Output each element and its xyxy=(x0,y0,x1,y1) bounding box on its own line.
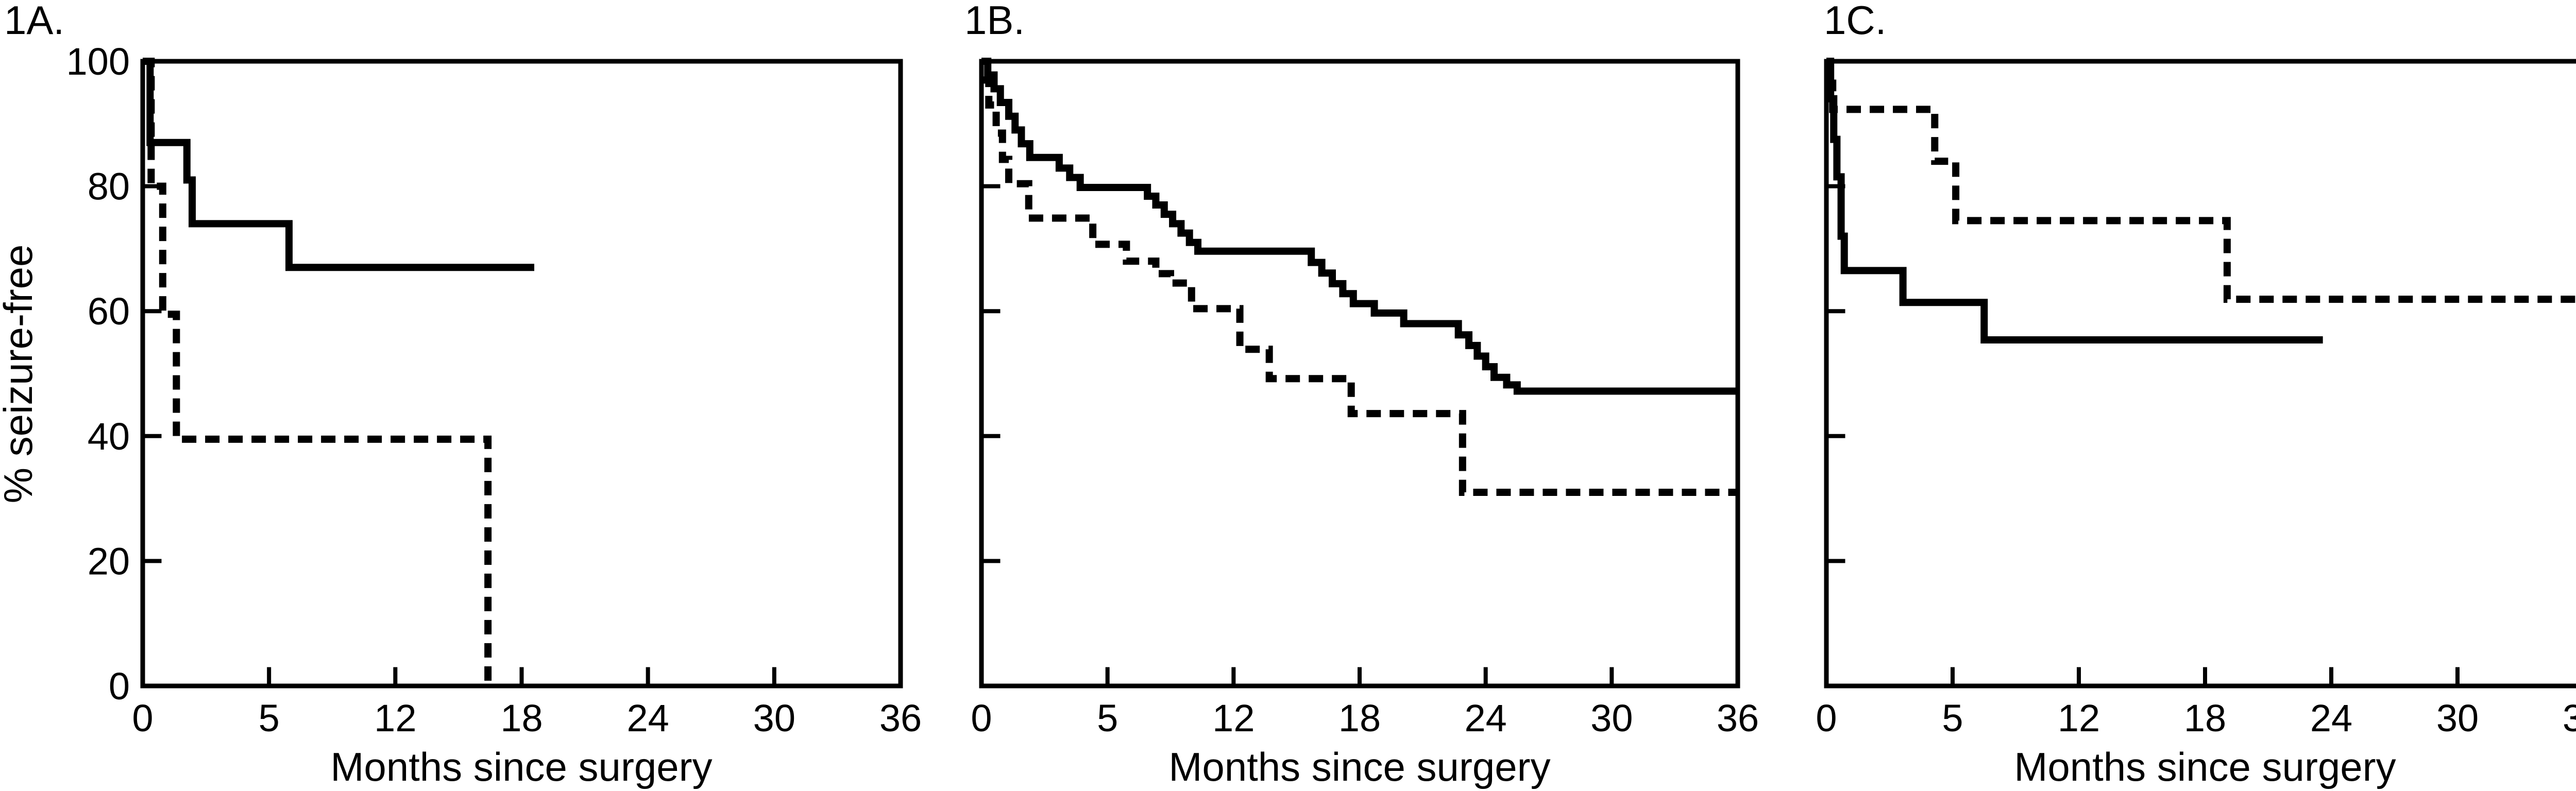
panel-1C-label: 1C. xyxy=(1824,0,1886,43)
panel-1A-x-tick-label: 12 xyxy=(374,697,416,740)
panel-1A-y-tick-label: 40 xyxy=(88,415,130,458)
panel-1C-x-tick-label: 18 xyxy=(2184,697,2226,740)
panel-1A-solid-curve xyxy=(143,58,535,271)
panel-1A-y-tick-label: 60 xyxy=(88,290,130,333)
panel-1B-frame xyxy=(979,59,1740,689)
panel-1C-x-tick-label: 36 xyxy=(2563,697,2576,740)
panel-1B-x-tick-label: 5 xyxy=(1097,697,1118,740)
panel-1B-x-tick-label: 0 xyxy=(971,697,992,740)
panel-1A-x-tick-label: 36 xyxy=(879,697,922,740)
panel-1A-x-tick-label: 24 xyxy=(627,697,669,740)
panel-1A-x-tick-label: 5 xyxy=(259,697,280,740)
panel-1B-solid-curve xyxy=(981,58,1738,395)
panel-1A-y-tick-label: 80 xyxy=(88,165,130,208)
panel-1C-x-axis-title: Months since surgery xyxy=(2014,744,2396,789)
panel-1C: 0 5 12 18 24 30 36 xyxy=(1816,58,2576,740)
panel-1B-dashed-curve xyxy=(981,76,1738,496)
panel-1A-y-tick-label: 20 xyxy=(88,540,130,582)
panel-1A-dashed-curve xyxy=(143,58,492,686)
y-axis-title: % seizure-free xyxy=(0,245,41,504)
panel-1B-x-tick-label: 18 xyxy=(1338,697,1381,740)
panel-1A-frame xyxy=(140,59,903,689)
panel-1A-label: 1A. xyxy=(4,0,64,43)
panel-1C-x-tick-label: 5 xyxy=(1942,697,1963,740)
panel-1C-solid-curve xyxy=(1826,58,2323,343)
panel-1A-y-tick-label: 0 xyxy=(109,665,130,708)
panel-1B-label: 1B. xyxy=(964,0,1025,43)
panel-1B-x-tick-label: 30 xyxy=(1590,697,1633,740)
panel-1C-dashed-curve xyxy=(1826,79,2576,303)
panel-1B-x-axis-title: Months since surgery xyxy=(1168,744,1550,789)
panel-1C-x-tick-label: 30 xyxy=(2436,697,2479,740)
panel-1B-x-tick-label: 12 xyxy=(1212,697,1255,740)
panel-1A-x-tick-label: 30 xyxy=(753,697,795,740)
panels-group: 0 20 40 60 80 100 0 5 12 18 24 30 36 0 5 12 18 24 30 36 0 5 12… xyxy=(66,40,2576,740)
panel-1B-x-tick-label: 36 xyxy=(1717,697,1759,740)
panel-1B: 0 5 12 18 24 30 36 xyxy=(971,58,1759,740)
panel-1C-x-tick-label: 12 xyxy=(2058,697,2100,740)
panel-1B-x-tick-label: 24 xyxy=(1465,697,1507,740)
panel-1A-y-tick-label: 100 xyxy=(66,40,130,83)
panel-1A-x-axis-title: Months since surgery xyxy=(330,744,712,789)
panel-1A: 0 20 40 60 80 100 0 5 12 18 24 30 36 xyxy=(66,40,922,740)
panel-1A-x-tick-label: 0 xyxy=(132,697,153,740)
panel-1C-frame xyxy=(1824,59,2576,689)
panel-1A-x-tick-label: 18 xyxy=(500,697,543,740)
panel-1C-x-tick-label: 24 xyxy=(2310,697,2352,740)
panel-1C-x-tick-label: 0 xyxy=(1816,697,1837,740)
